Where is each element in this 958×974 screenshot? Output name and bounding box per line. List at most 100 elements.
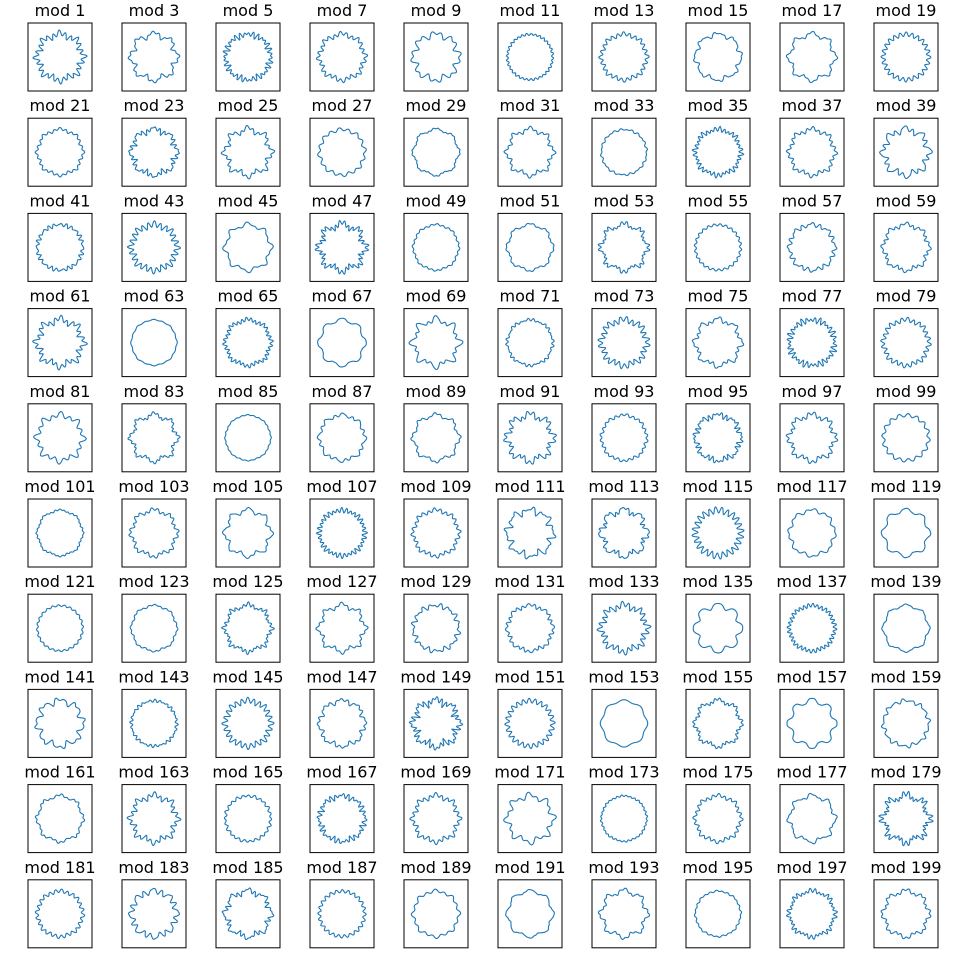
subplot-frame bbox=[215, 403, 281, 473]
series-line bbox=[691, 506, 745, 560]
subplot: mod 171 bbox=[494, 763, 566, 854]
subplot-title: mod 107 bbox=[306, 477, 377, 496]
subplot-frame bbox=[403, 784, 469, 854]
subplot-frame bbox=[779, 688, 845, 758]
subplot: mod 143 bbox=[118, 667, 190, 758]
series-line bbox=[503, 410, 557, 465]
subplot-title: mod 157 bbox=[776, 667, 847, 686]
subplot-frame bbox=[873, 22, 939, 92]
series-line bbox=[222, 221, 274, 274]
subplot: mod 137 bbox=[776, 572, 848, 663]
subplot-frame bbox=[591, 784, 657, 854]
series-line bbox=[315, 30, 369, 84]
subplot: mod 7 bbox=[309, 1, 375, 92]
series-line bbox=[126, 791, 182, 846]
subplot-title: mod 9 bbox=[411, 1, 462, 20]
subplot: mod 99 bbox=[873, 382, 939, 473]
subplot-frame bbox=[215, 688, 281, 758]
subplot-frame bbox=[309, 498, 375, 568]
subplot: mod 155 bbox=[682, 667, 754, 758]
subplot-title: mod 3 bbox=[129, 1, 180, 20]
subplot: mod 177 bbox=[776, 763, 848, 854]
subplot-title: mod 87 bbox=[312, 382, 373, 401]
series-line bbox=[317, 127, 367, 178]
subplot: mod 147 bbox=[306, 667, 378, 758]
series-line bbox=[693, 889, 743, 938]
subplot-title: mod 169 bbox=[400, 763, 471, 782]
subplot-title: mod 67 bbox=[312, 287, 373, 306]
subplot-title: mod 59 bbox=[876, 191, 937, 210]
subplot-frame bbox=[215, 593, 281, 663]
subplot-frame bbox=[27, 879, 93, 949]
subplot-frame bbox=[121, 688, 187, 758]
subplot-title: mod 91 bbox=[500, 382, 561, 401]
subplot-title: mod 167 bbox=[306, 763, 377, 782]
subplot: mod 165 bbox=[212, 763, 284, 854]
series-line bbox=[880, 507, 932, 559]
subplot-title: mod 111 bbox=[494, 477, 565, 496]
subplot-title: mod 129 bbox=[400, 572, 471, 591]
series-line bbox=[505, 222, 555, 272]
subplot: mod 195 bbox=[682, 858, 754, 949]
series-line bbox=[221, 601, 275, 656]
subplot-frame bbox=[215, 498, 281, 568]
subplot-title: mod 177 bbox=[776, 763, 847, 782]
subplot: mod 19 bbox=[873, 1, 939, 92]
subplot-title: mod 189 bbox=[400, 858, 471, 877]
subplot-title: mod 127 bbox=[306, 572, 377, 591]
subplot-title: mod 191 bbox=[494, 858, 565, 877]
subplot-title: mod 159 bbox=[870, 667, 941, 686]
subplot: mod 17 bbox=[779, 1, 845, 92]
subplot-title: mod 15 bbox=[688, 1, 749, 20]
subplot-frame bbox=[215, 308, 281, 378]
subplot-frame bbox=[403, 498, 469, 568]
series-line bbox=[504, 697, 556, 750]
subplot: mod 39 bbox=[873, 96, 939, 187]
subplot-title: mod 183 bbox=[118, 858, 189, 877]
subplot-frame bbox=[121, 117, 187, 187]
subplot-frame bbox=[27, 498, 93, 568]
series-line bbox=[785, 126, 839, 179]
subplot-title: mod 103 bbox=[118, 477, 189, 496]
subplot: mod 63 bbox=[121, 287, 187, 378]
subplot: mod 3 bbox=[121, 1, 187, 92]
series-line bbox=[128, 887, 180, 940]
subplot: mod 161 bbox=[24, 763, 96, 854]
subplot-frame bbox=[685, 212, 751, 282]
subplot-frame bbox=[685, 403, 751, 473]
series-line bbox=[221, 506, 275, 560]
subplot-frame bbox=[27, 403, 93, 473]
series-line bbox=[35, 223, 85, 272]
subplot-title: mod 17 bbox=[782, 1, 843, 20]
subplot-frame bbox=[873, 593, 939, 663]
subplot: mod 109 bbox=[400, 477, 472, 568]
subplot: mod 187 bbox=[306, 858, 378, 949]
subplot: mod 15 bbox=[685, 1, 751, 92]
subplot: mod 125 bbox=[212, 572, 284, 663]
series-line bbox=[128, 507, 180, 559]
subplot: mod 119 bbox=[870, 477, 942, 568]
series-line bbox=[220, 124, 276, 180]
subplot: mod 59 bbox=[873, 191, 939, 282]
series-line bbox=[129, 603, 179, 653]
subplot: mod 101 bbox=[24, 477, 96, 568]
subplot-frame bbox=[685, 879, 751, 949]
subplot: mod 61 bbox=[27, 287, 93, 378]
subplot: mod 135 bbox=[682, 572, 754, 663]
subplot: mod 97 bbox=[779, 382, 845, 473]
subplot-title: mod 61 bbox=[30, 287, 91, 306]
series-line bbox=[598, 507, 650, 559]
subplot-frame bbox=[779, 308, 845, 378]
subplot-title: mod 83 bbox=[124, 382, 185, 401]
subplot-title: mod 155 bbox=[682, 667, 753, 686]
subplot-title: mod 35 bbox=[688, 96, 749, 115]
subplot-title: mod 179 bbox=[870, 763, 941, 782]
subplot: mod 93 bbox=[591, 382, 657, 473]
series-line bbox=[126, 220, 182, 275]
series-line bbox=[786, 887, 838, 940]
subplot-frame bbox=[591, 403, 657, 473]
subplot: mod 141 bbox=[24, 667, 96, 758]
series-line bbox=[411, 223, 461, 272]
subplot: mod 41 bbox=[27, 191, 93, 282]
subplot: mod 53 bbox=[591, 191, 657, 282]
